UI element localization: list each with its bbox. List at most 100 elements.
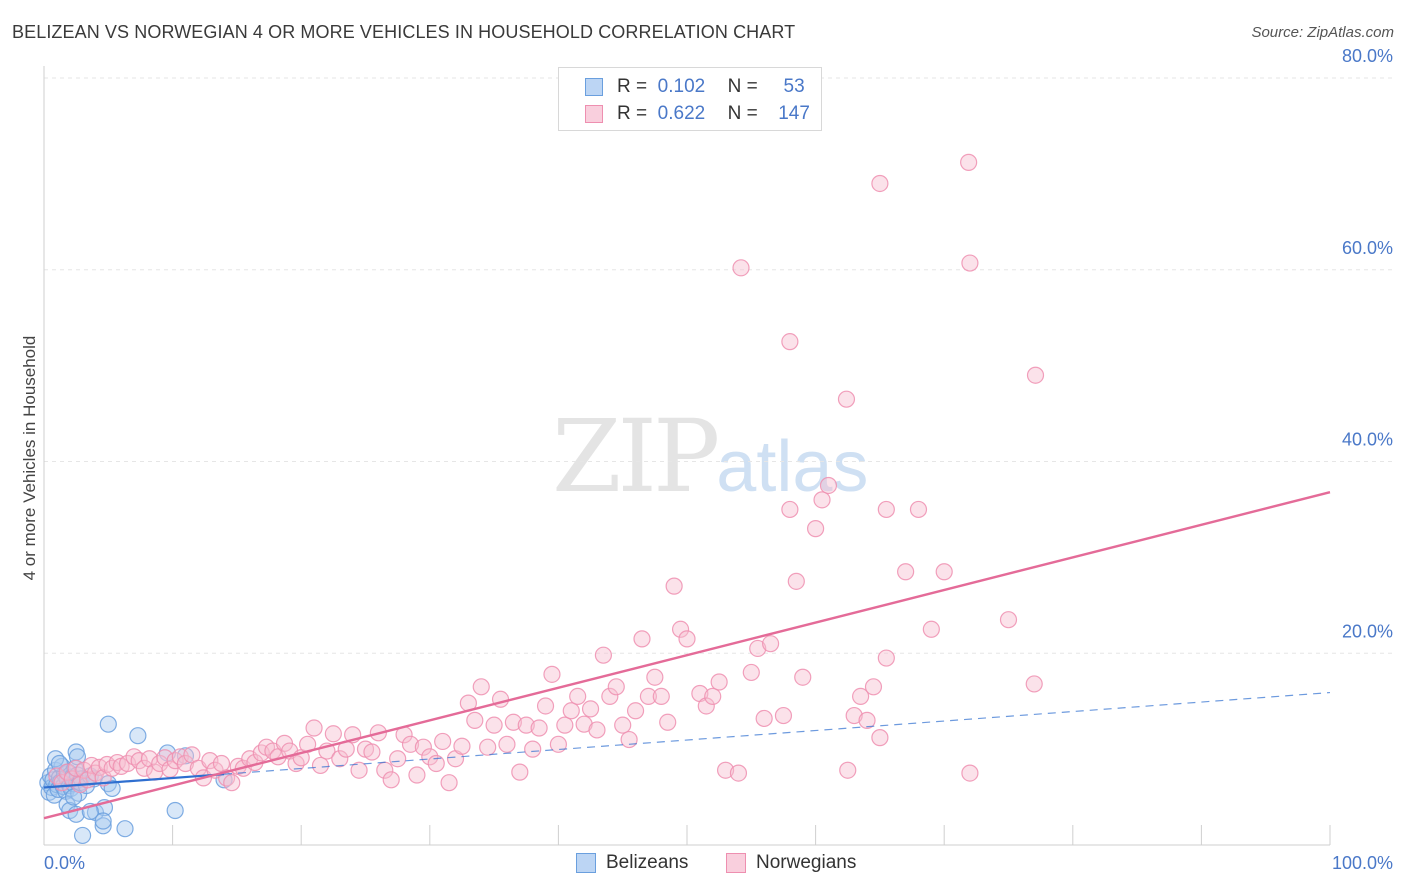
watermark: ZIPatlas <box>552 398 868 515</box>
norwegians-trend-line <box>43 491 1331 820</box>
data-point <box>421 748 439 766</box>
data-point <box>755 709 773 728</box>
data-point <box>837 390 856 408</box>
data-point <box>569 687 587 705</box>
chart-source: Source: ZipAtlas.com <box>1251 24 1394 41</box>
data-point <box>549 735 568 753</box>
data-point <box>511 763 529 781</box>
data-point <box>665 577 683 595</box>
data-point <box>607 678 625 696</box>
data-point <box>633 630 651 648</box>
legend-n-label: N = <box>727 76 758 97</box>
data-point <box>935 563 953 581</box>
data-point <box>556 716 574 734</box>
y-axis-label: 4 or more Vehicles in Household <box>20 336 39 581</box>
data-point <box>408 766 426 784</box>
legend-n-value: 147 <box>778 103 810 124</box>
data-point <box>466 711 484 729</box>
data-point <box>871 174 889 193</box>
data-point <box>697 697 715 715</box>
data-point <box>626 702 645 720</box>
data-point <box>659 713 677 731</box>
legend-row-belizeans: R = 0.102 N = 53 <box>585 75 805 99</box>
data-point <box>819 476 838 495</box>
data-point <box>960 153 978 171</box>
legend-item-belizeans: Belizeans <box>576 852 688 874</box>
legend-top: R = 0.102 N = 53 R = 0.622 N = 147 <box>558 67 822 131</box>
data-point <box>479 738 497 756</box>
data-point <box>543 665 561 683</box>
data-point <box>877 500 895 519</box>
belizeans-trend-dashed <box>223 691 1331 775</box>
data-point <box>363 743 381 761</box>
data-point <box>212 754 231 773</box>
legend-label-belizeans: Belizeans <box>606 852 689 873</box>
data-point <box>909 500 928 519</box>
legend-swatch-pink <box>726 853 746 873</box>
data-point <box>94 817 112 835</box>
legend-item-norwegians: Norwegians <box>726 852 856 874</box>
data-point <box>498 735 516 753</box>
data-point <box>839 761 857 779</box>
data-point <box>999 611 1018 629</box>
data-point <box>129 727 147 745</box>
legend-bottom: Belizeans Norwegians <box>0 852 1406 876</box>
data-point <box>311 756 330 775</box>
trend-lines <box>43 491 1331 820</box>
legend-n-value: 53 <box>783 76 805 97</box>
x-tick-label: 0.0% <box>44 853 85 873</box>
data-point <box>94 812 112 830</box>
data-point <box>453 737 471 755</box>
data-point <box>877 649 895 667</box>
data-point <box>176 754 195 773</box>
data-point <box>787 572 805 590</box>
data-point <box>678 630 696 648</box>
legend-label-norwegians: Norwegians <box>756 852 857 873</box>
data-point <box>852 687 870 705</box>
data-point <box>897 563 915 581</box>
data-point <box>472 678 490 696</box>
y-tick-label: 80.0% <box>1342 46 1393 66</box>
data-point <box>581 700 600 718</box>
legend-row-norwegians: R = 0.622 N = 147 <box>585 102 810 126</box>
data-point <box>742 663 760 682</box>
data-point <box>594 646 613 664</box>
data-point <box>517 716 535 734</box>
data-point <box>414 738 432 756</box>
grid-lines <box>44 77 1392 654</box>
data-point <box>704 687 722 705</box>
data-point <box>223 774 241 792</box>
data-point <box>732 259 750 277</box>
data-point <box>710 673 728 691</box>
y-tick-label: 60.0% <box>1342 238 1393 258</box>
legend-swatch-blue <box>576 853 596 873</box>
data-point <box>427 754 445 773</box>
data-point <box>562 702 580 720</box>
legend-r-label: R = <box>617 103 648 124</box>
data-point <box>794 668 812 686</box>
y-tick-label: 20.0% <box>1342 621 1393 641</box>
data-point <box>73 826 92 845</box>
tick-labels: 20.0% 40.0% 60.0% 80.0% 0.0% 100.0% <box>44 46 1393 873</box>
data-point <box>922 620 940 638</box>
data-point <box>671 620 690 638</box>
data-point <box>305 719 323 737</box>
data-point <box>749 639 767 658</box>
watermark-zip: ZIP <box>552 398 720 515</box>
data-point <box>530 719 548 737</box>
legend-swatch-pink <box>585 105 603 123</box>
data-point <box>961 254 979 272</box>
data-point <box>864 678 883 696</box>
data-point <box>961 764 979 782</box>
data-point <box>504 713 522 731</box>
data-point <box>1026 366 1045 384</box>
data-point <box>116 820 134 838</box>
data-point <box>716 761 735 779</box>
axes <box>43 66 1331 846</box>
data-point <box>652 687 670 705</box>
data-point <box>646 668 664 686</box>
legend-r-value: 0.102 <box>657 76 706 97</box>
data-point <box>389 750 407 768</box>
x-tick-label: 100.0% <box>1332 853 1393 873</box>
